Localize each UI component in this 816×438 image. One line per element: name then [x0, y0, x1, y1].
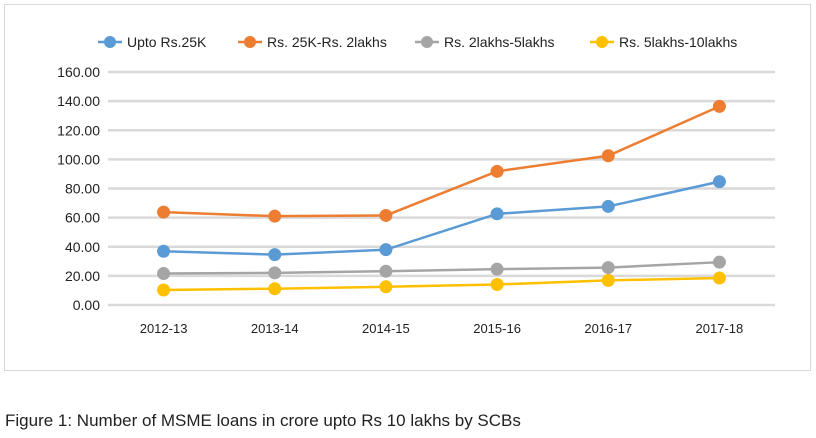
y-tick-label: 160.00: [57, 64, 100, 80]
y-tick-label: 140.00: [57, 93, 100, 109]
data-point: [379, 264, 393, 278]
data-point: [712, 271, 726, 285]
data-point: [268, 266, 282, 280]
legend-label: Rs. 2lakhs-5lakhs: [444, 34, 555, 50]
data-point: [490, 277, 504, 291]
data-point: [379, 280, 393, 294]
y-tick-label: 80.00: [65, 181, 100, 197]
line-chart: 0.00 20.00 40.00 60.00 80.00 100.00 120.00 140.…: [57, 34, 775, 336]
data-point: [157, 267, 171, 281]
legend-marker: [104, 36, 116, 48]
legend-label: Upto Rs.25K: [127, 34, 207, 50]
series-line: [163, 105, 720, 218]
x-tick-label: 2017-18: [696, 321, 744, 336]
data-point: [712, 175, 726, 189]
data-point: [490, 207, 504, 221]
data-point: [601, 273, 615, 287]
data-point: [601, 149, 615, 163]
y-tick-label: 20.00: [65, 268, 100, 284]
data-point: [379, 208, 393, 222]
y-tick-label: 60.00: [65, 210, 100, 226]
data-point: [268, 282, 282, 296]
data-point: [490, 164, 504, 178]
y-tick-label: 100.00: [57, 151, 100, 167]
x-tick-label: 2016-17: [584, 321, 632, 336]
legend-marker: [596, 36, 608, 48]
data-point: [712, 99, 726, 113]
x-tick-label: 2014-15: [362, 321, 410, 336]
x-tick-label: 2015-16: [473, 321, 521, 336]
data-point: [490, 262, 504, 276]
x-tick-label: 2012-13: [140, 321, 188, 336]
legend-label: Rs. 25K-Rs. 2lakhs: [267, 34, 387, 50]
y-tick-label: 120.00: [57, 122, 100, 138]
data-point: [712, 255, 726, 269]
data-point: [379, 243, 393, 257]
x-tick-label: 2013-14: [251, 321, 299, 336]
data-point: [268, 248, 282, 262]
data-point: [601, 199, 615, 213]
legend-label: Rs. 5lakhs-10lakhs: [619, 34, 737, 50]
data-point: [601, 261, 615, 275]
data-point: [157, 283, 171, 297]
legend-marker: [244, 36, 256, 48]
figure-caption: Figure 1: Number of MSME loans in crore …: [5, 411, 521, 430]
legend-marker: [421, 36, 433, 48]
data-point: [157, 205, 171, 219]
series-line: [163, 180, 720, 256]
data-point: [268, 209, 282, 223]
y-tick-label: 40.00: [65, 239, 100, 255]
series-line: [163, 276, 720, 292]
data-point: [157, 244, 171, 258]
chart-frame: [4, 4, 811, 371]
series-line: [163, 260, 720, 275]
y-tick-label: 0.00: [73, 297, 100, 313]
